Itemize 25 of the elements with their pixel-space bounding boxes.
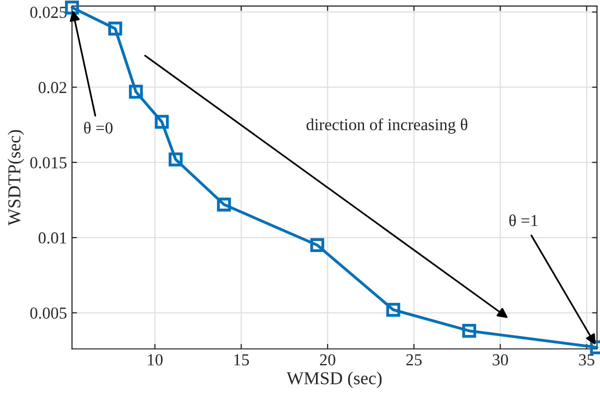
point — [65, 0, 79, 14]
annotation: θ =1 — [509, 214, 538, 226]
x-tick-label: 30 — [492, 354, 508, 366]
y-tick-label: 0.025 — [30, 6, 66, 18]
y-tick-label: 0.015 — [30, 157, 66, 168]
point — [128, 84, 143, 99]
x-axis-title: WMSD (sec) — [286, 372, 382, 388]
x-tick-label: 20 — [320, 354, 336, 366]
point — [386, 302, 400, 317]
annotation: θ =0 — [84, 122, 113, 134]
point — [154, 114, 169, 129]
x-tick-label: 35 — [579, 354, 594, 366]
y-tick-label: 0.01 — [38, 232, 66, 244]
point — [217, 198, 231, 212]
y-tick-label: 0.005 — [30, 307, 66, 319]
y-axis-title: WSDTP(sec) — [8, 130, 24, 226]
point — [462, 324, 476, 338]
x-tick-label: 15 — [234, 354, 249, 366]
x-tick-label: 10 — [148, 354, 163, 366]
point — [108, 22, 122, 36]
point — [168, 152, 183, 166]
y-tick-label: 0.02 — [38, 82, 66, 94]
annotation: direction of increasing θ — [306, 118, 468, 134]
x-tick-label: 25 — [406, 354, 422, 366]
point — [310, 238, 324, 252]
